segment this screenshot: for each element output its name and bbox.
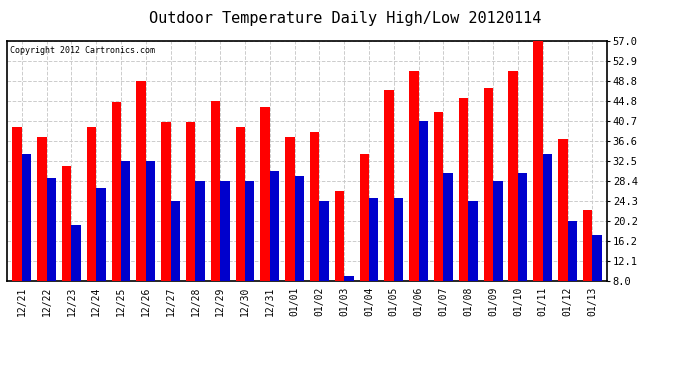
Bar [146,161,155,281]
Bar [87,127,96,281]
Bar [170,201,180,281]
Bar [47,178,56,281]
Bar [533,41,543,281]
Bar [71,225,81,281]
Bar [270,171,279,281]
Bar [112,102,121,281]
Bar [592,235,602,281]
Bar [186,122,195,281]
Bar [211,101,220,281]
Bar [22,154,31,281]
Bar [96,188,106,281]
Bar [235,127,245,281]
Bar [319,201,329,281]
Bar [493,182,502,281]
Bar [285,137,295,281]
Bar [335,190,344,281]
Bar [359,154,369,281]
Bar [62,166,71,281]
Bar [409,70,419,281]
Bar [518,174,527,281]
Bar [459,98,469,281]
Bar [434,112,444,281]
Bar [37,137,47,281]
Bar [509,70,518,281]
Bar [484,88,493,281]
Bar [245,182,255,281]
Bar [369,198,379,281]
Text: Outdoor Temperature Daily High/Low 20120114: Outdoor Temperature Daily High/Low 20120… [149,11,541,26]
Bar [220,182,230,281]
Bar [583,210,592,281]
Bar [310,132,319,281]
Bar [161,122,170,281]
Bar [195,182,205,281]
Bar [444,174,453,281]
Bar [384,90,394,281]
Bar [567,222,577,281]
Bar [295,176,304,281]
Bar [558,139,567,281]
Bar [419,121,428,281]
Text: Copyright 2012 Cartronics.com: Copyright 2012 Cartronics.com [10,46,155,55]
Bar [260,107,270,281]
Bar [543,154,552,281]
Bar [121,161,130,281]
Bar [137,81,146,281]
Bar [394,198,403,281]
Bar [12,127,22,281]
Bar [469,201,477,281]
Bar [344,276,354,281]
